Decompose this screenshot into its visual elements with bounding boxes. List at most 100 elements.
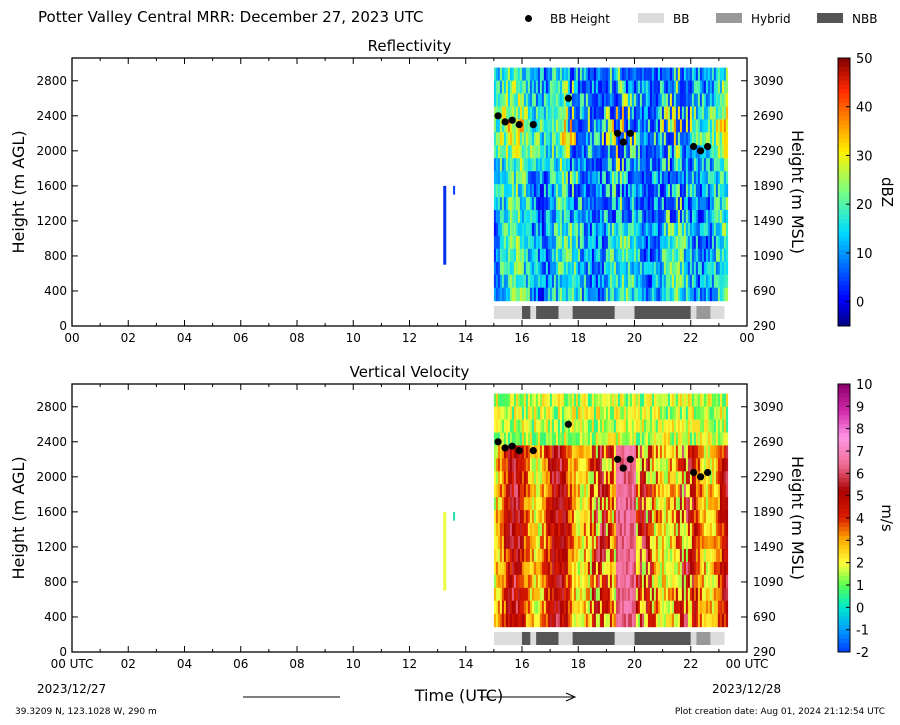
panel1-bb-height-point-7 bbox=[619, 138, 627, 146]
panel2-colorbar-tick-label-7: 3 bbox=[856, 534, 864, 549]
panel2-x-tick-label-1: 02 bbox=[121, 657, 136, 671]
panel2-bb-height-point-5 bbox=[564, 420, 573, 428]
panel2-colorbar-tick-label-8: 2 bbox=[856, 557, 864, 572]
panel2-y2-tick-label-1: 2690 bbox=[753, 435, 784, 449]
legend-bb-height-label: BB Height bbox=[550, 12, 610, 26]
panel1-y-tick-label-1: 2400 bbox=[36, 109, 67, 123]
plot-creation-date: Plot creation date: Aug 01, 2024 21:12:5… bbox=[674, 707, 885, 717]
panel1-colorbar-tick-label-1: 40 bbox=[856, 101, 873, 116]
panel1-y2-tick-label-6: 690 bbox=[753, 284, 776, 298]
panel2-bb-height-point-1 bbox=[501, 444, 509, 452]
panel1-bb-height-point-11 bbox=[704, 142, 712, 151]
panel1-bb-class-segment-7 bbox=[634, 306, 691, 319]
panel1-x-tick-label-6: 12 bbox=[402, 331, 417, 345]
panel1-x-tick-label-11: 22 bbox=[683, 331, 698, 345]
panel1-bb-class-segment-6 bbox=[614, 306, 635, 319]
panel2-x-tick-label-7: 14 bbox=[458, 657, 473, 671]
panel1-x-tick-label-4: 08 bbox=[289, 331, 304, 345]
panel1-y-tick-label-6: 400 bbox=[44, 284, 67, 298]
panel1-y-tick-label-3: 1600 bbox=[36, 179, 67, 193]
panel2-colorbar-tick-label-0: 10 bbox=[856, 378, 873, 393]
panel1-x-tick-label-3: 06 bbox=[233, 331, 248, 345]
panel2-bb-class-segment-1 bbox=[522, 632, 531, 645]
start-date-label: 2023/12/27 bbox=[37, 682, 107, 696]
panel2-bb-class-segment-8 bbox=[690, 632, 697, 645]
panel1-bb-height-point-4 bbox=[529, 121, 537, 129]
legend-nbb-swatch bbox=[817, 13, 843, 23]
panel2-x-tick-label-6: 12 bbox=[402, 657, 417, 671]
panel1-y-tick-label-0: 2800 bbox=[36, 74, 67, 88]
panel2-y-tick-label-2: 2000 bbox=[36, 470, 67, 484]
panel1-sparse-echo bbox=[443, 185, 447, 265]
panel1-x-tick-label-7: 14 bbox=[458, 331, 473, 345]
figure-title: Potter Valley Central MRR: December 27, … bbox=[38, 8, 424, 26]
panel2-x-tick-label-2: 04 bbox=[177, 657, 192, 671]
panel2-x-tick-label-9: 18 bbox=[571, 657, 586, 671]
end-date-label: 2023/12/28 bbox=[712, 682, 782, 696]
panel2-x-tick-label-11: 22 bbox=[683, 657, 698, 671]
panel2-x-tick-label-10: 20 bbox=[627, 657, 642, 671]
panel2-bb-class-segment-7 bbox=[634, 632, 691, 645]
panel1-y2-tick-label-2: 2290 bbox=[753, 144, 784, 158]
panel1-y2-tick-label-3: 1890 bbox=[753, 179, 784, 193]
panel1-x-tick-label-2: 04 bbox=[177, 331, 192, 345]
panel1-bb-height-point-10 bbox=[697, 147, 705, 155]
panel2-x-tick-label-8: 16 bbox=[514, 657, 529, 671]
panel1-bb-class-segment-1 bbox=[522, 306, 531, 319]
panel2-bb-class-segment-3 bbox=[536, 632, 559, 645]
panel2-colorbar-tick-label-2: 8 bbox=[856, 423, 864, 438]
panel2-x-tick-label-0: 00 UTC bbox=[51, 657, 94, 671]
panel2-sparse-echo bbox=[443, 511, 447, 591]
x-axis-arrow-head bbox=[565, 692, 577, 702]
panel1-y2-tick-label-7: 290 bbox=[753, 319, 776, 333]
panel2-bb-class-segment-6 bbox=[614, 632, 635, 645]
panel2-bb-height-point-3 bbox=[515, 447, 523, 455]
panel2-bb-height-point-10 bbox=[697, 473, 705, 481]
panel2-y-tick-label-4: 1200 bbox=[36, 540, 67, 554]
panel2-sparse-echo-2 bbox=[453, 511, 456, 521]
panel2-colorbar-tick-label-6: 4 bbox=[856, 512, 864, 527]
panel1-x-tick-label-8: 16 bbox=[514, 331, 529, 345]
panel1-bb-class-segment-5 bbox=[572, 306, 615, 319]
panel2-bb-height-point-4 bbox=[529, 447, 537, 455]
panel2-y2-axis-label: Height (m MSL) bbox=[788, 456, 807, 580]
panel2-colorbar-tick-label-10: 0 bbox=[856, 601, 864, 616]
panel2-y2-tick-label-6: 690 bbox=[753, 610, 776, 624]
panel1-sparse-echo-2 bbox=[453, 185, 456, 195]
panel1-y2-tick-label-0: 3090 bbox=[753, 74, 784, 88]
panel2-bb-height-point-9 bbox=[690, 468, 698, 477]
panel2-bb-class-segment-5 bbox=[572, 632, 615, 645]
panel2-colorbar-tick-label-5: 5 bbox=[856, 490, 864, 505]
panel2-bb-height-point-2 bbox=[508, 442, 516, 450]
panel2-y-tick-label-0: 2800 bbox=[36, 400, 67, 414]
panel2-y2-tick-label-2: 2290 bbox=[753, 470, 784, 484]
panel2-bb-class-segment-9 bbox=[696, 632, 711, 645]
panel2-y-tick-label-6: 400 bbox=[44, 610, 67, 624]
legend-hybrid-swatch bbox=[716, 13, 742, 23]
legend-bb-swatch bbox=[638, 13, 664, 23]
panel2-y2-tick-label-5: 1090 bbox=[753, 575, 784, 589]
panel2-y-tick-label-5: 800 bbox=[44, 575, 67, 589]
panel1-bb-class-segment-9 bbox=[696, 306, 711, 319]
panel1-title: Reflectivity bbox=[368, 37, 452, 55]
panel2-bb-height-point-0 bbox=[494, 438, 502, 446]
legend-nbb-label: NBB bbox=[852, 12, 878, 26]
panel2-bb-class-segment-2 bbox=[530, 632, 536, 645]
panel2-y-tick-label-7: 0 bbox=[59, 645, 67, 659]
panel1-colorbar-tick-label-2: 30 bbox=[856, 149, 873, 164]
panel2-y2-tick-label-7: 290 bbox=[753, 645, 776, 659]
panel2-heatmap bbox=[443, 393, 729, 628]
panel2-bb-height-point-8 bbox=[626, 455, 634, 463]
panel1-y-tick-label-2: 2000 bbox=[36, 144, 67, 158]
panel2-y-axis-label: Height (m AGL) bbox=[9, 456, 28, 579]
panel1-y2-tick-label-4: 1490 bbox=[753, 214, 784, 228]
panel1-y-tick-label-5: 800 bbox=[44, 249, 67, 263]
panel2-y-tick-label-1: 2400 bbox=[36, 435, 67, 449]
panel1-colorbar-tick-label-5: 0 bbox=[856, 296, 864, 311]
panel2-colorbar-tick-label-3: 7 bbox=[856, 445, 864, 460]
panel1-y2-tick-label-5: 1090 bbox=[753, 249, 784, 263]
panel2-title: Vertical Velocity bbox=[350, 363, 470, 381]
panel1-bb-class-segment-8 bbox=[690, 306, 697, 319]
panel2-y2-tick-label-3: 1890 bbox=[753, 505, 784, 519]
